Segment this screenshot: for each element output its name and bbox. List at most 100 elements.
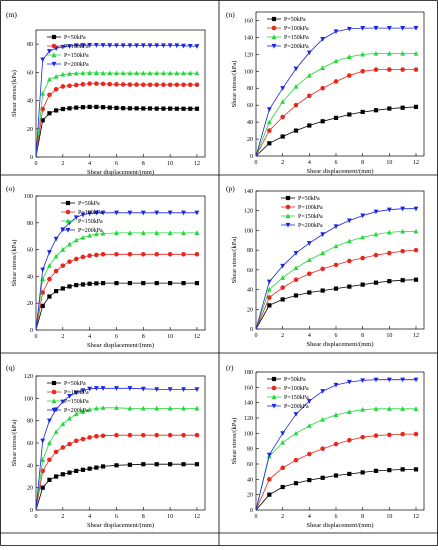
data-point — [161, 82, 166, 88]
chart-panel: (r)0 2 4 6 8 10 12020406080100120140160180Shea… — [226, 363, 425, 529]
y-tick-label: 60 — [247, 462, 253, 468]
data-point — [141, 462, 146, 467]
data-point — [320, 65, 326, 71]
data-point — [320, 416, 326, 422]
data-point — [346, 26, 352, 32]
data-point — [67, 441, 72, 447]
data-point — [333, 382, 339, 388]
data-point — [47, 49, 52, 54]
data-point — [360, 406, 366, 412]
data-point — [181, 432, 186, 438]
data-point — [107, 105, 112, 110]
x-tick-label: 10 — [167, 514, 173, 520]
data-point — [181, 210, 186, 216]
data-point — [280, 285, 285, 290]
series-line — [255, 106, 417, 157]
data-point — [181, 387, 186, 392]
data-point — [107, 81, 113, 87]
y-tick-label: 140 — [244, 189, 253, 195]
data-point — [413, 247, 419, 253]
data-point — [413, 377, 419, 383]
legend-marker — [51, 34, 57, 40]
data-point — [194, 230, 200, 235]
data-point — [67, 71, 72, 76]
data-point — [347, 471, 352, 477]
data-point — [360, 255, 365, 261]
data-point — [320, 37, 326, 42]
data-point — [320, 119, 325, 124]
plot-area-frame — [255, 190, 425, 330]
panel-label: (o) — [6, 184, 15, 193]
data-point — [80, 467, 86, 472]
y-tick-label: 180 — [244, 370, 253, 376]
legend-marker — [51, 52, 57, 58]
data-point — [167, 210, 173, 216]
data-point — [161, 106, 166, 111]
data-point — [187, 82, 193, 88]
y-tick-label: 80 — [27, 221, 33, 227]
data-point — [387, 468, 392, 473]
x-tick-label: 4 — [88, 334, 91, 340]
data-point — [80, 436, 86, 442]
data-point — [94, 104, 99, 110]
y-tick-label: 60 — [27, 441, 33, 447]
legend-marker — [285, 195, 291, 201]
data-point — [80, 254, 86, 260]
data-point — [360, 234, 366, 240]
data-point — [40, 438, 46, 444]
y-tick-label: 160 — [244, 385, 253, 391]
data-point — [107, 70, 113, 76]
data-point — [141, 251, 146, 257]
data-point — [280, 99, 286, 104]
data-point — [161, 43, 166, 49]
data-point — [60, 247, 66, 252]
data-point — [154, 43, 160, 49]
data-point — [346, 54, 352, 59]
data-point — [400, 105, 405, 110]
y-tick-label: 20 — [27, 301, 33, 307]
legend-entry: P=200kPa — [64, 62, 89, 68]
data-point — [347, 258, 352, 264]
data-point — [94, 281, 99, 286]
data-point — [53, 253, 59, 259]
legend-marker — [51, 407, 57, 413]
y-axis-title: Shear stress/(kPa) — [231, 61, 238, 108]
data-point — [127, 70, 133, 76]
legend-marker — [51, 43, 57, 49]
data-point — [154, 230, 160, 235]
data-point — [267, 128, 272, 133]
legend-marker — [65, 227, 71, 233]
legend-entry: P=200kPa — [78, 228, 103, 234]
data-point — [127, 281, 132, 286]
series-line — [35, 434, 197, 511]
legend-entry: P=150kPa — [64, 399, 89, 405]
y-tick-label: 160 — [244, 18, 253, 24]
data-point — [293, 128, 299, 133]
data-point — [73, 82, 79, 88]
data-point — [360, 378, 366, 384]
data-point — [373, 231, 379, 237]
data-point — [346, 238, 352, 244]
data-point — [373, 280, 379, 285]
data-point — [346, 379, 352, 385]
series-line — [35, 407, 197, 511]
data-point — [141, 106, 146, 111]
data-point — [267, 477, 272, 482]
y-tick-label: 0 — [250, 327, 253, 333]
data-point — [47, 276, 52, 282]
data-point — [168, 281, 173, 286]
legend-entry: P=150kPa — [284, 395, 309, 401]
data-point — [141, 432, 146, 438]
data-point — [373, 50, 379, 56]
data-point — [67, 394, 72, 399]
data-point — [413, 406, 419, 411]
data-point — [400, 206, 406, 212]
legend-entry: P=50kPa — [284, 377, 306, 383]
data-point — [333, 441, 339, 447]
data-point — [60, 472, 65, 477]
data-point — [127, 210, 133, 216]
y-tick-label: 0 — [30, 508, 33, 514]
data-point — [293, 430, 299, 436]
data-point — [267, 303, 272, 308]
data-point — [141, 82, 146, 88]
